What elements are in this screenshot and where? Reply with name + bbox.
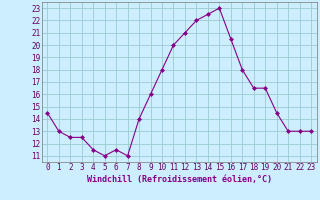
X-axis label: Windchill (Refroidissement éolien,°C): Windchill (Refroidissement éolien,°C) bbox=[87, 175, 272, 184]
